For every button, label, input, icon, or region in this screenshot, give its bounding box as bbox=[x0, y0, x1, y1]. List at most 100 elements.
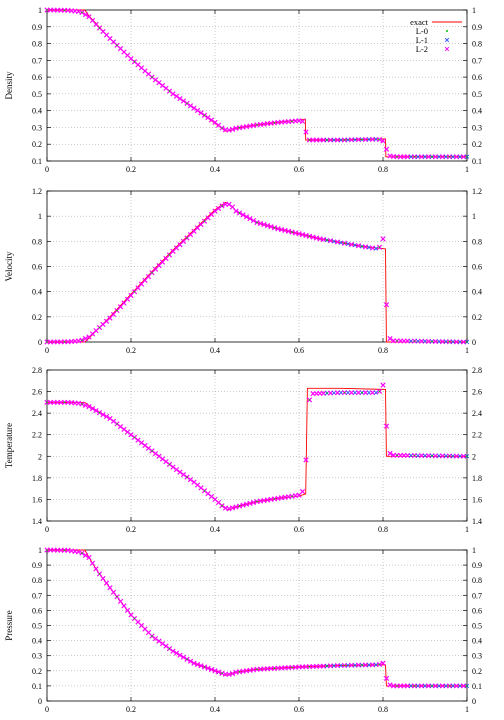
marker-l1 bbox=[352, 390, 358, 395]
marker-l0 bbox=[151, 450, 153, 452]
y-tick-label: 1 bbox=[38, 546, 42, 555]
marker-l1 bbox=[450, 453, 456, 459]
marker-l0 bbox=[291, 120, 293, 123]
marker-l2 bbox=[180, 654, 187, 660]
marker-l2 bbox=[191, 660, 197, 666]
marker-l1 bbox=[373, 246, 379, 251]
marker-l2 bbox=[327, 663, 334, 669]
marker-l0 bbox=[396, 340, 398, 342]
marker-l0 bbox=[221, 205, 223, 207]
marker-l2 bbox=[215, 205, 222, 212]
marker-l1 bbox=[436, 453, 442, 459]
marker-l0 bbox=[63, 9, 66, 12]
marker-l0 bbox=[378, 390, 381, 393]
marker-l0 bbox=[308, 399, 311, 401]
y-tick-label: 0.8 bbox=[32, 576, 42, 585]
marker-l2 bbox=[180, 471, 187, 478]
marker-l2 bbox=[383, 675, 390, 681]
y-tick-label-right: 2.8 bbox=[472, 366, 482, 375]
marker-l0 bbox=[361, 391, 363, 394]
marker-l2 bbox=[187, 477, 194, 483]
marker-l0 bbox=[396, 454, 398, 457]
y-tick-label: 1.8 bbox=[32, 474, 42, 483]
y-tick-label: 0.7 bbox=[32, 56, 42, 65]
marker-l0 bbox=[326, 665, 328, 667]
marker-l1 bbox=[443, 453, 449, 459]
y-tick-label: 0.5 bbox=[32, 622, 42, 631]
exact-solution-line bbox=[47, 9, 467, 158]
marker-l0 bbox=[186, 658, 188, 661]
y-tick-label: 0.6 bbox=[32, 263, 42, 272]
x-tick-label: 0 bbox=[45, 165, 49, 174]
marker-l0 bbox=[133, 290, 136, 293]
marker-l1 bbox=[338, 137, 344, 143]
legend-label: L-2 bbox=[416, 44, 428, 54]
marker-l0 bbox=[466, 685, 468, 687]
marker-l0 bbox=[168, 463, 171, 466]
marker-l2 bbox=[82, 402, 89, 408]
y-tick-label: 2.2 bbox=[32, 431, 42, 440]
y-tick-label-right: 0.6 bbox=[472, 73, 482, 82]
marker-l0 bbox=[203, 114, 206, 117]
marker-l0 bbox=[361, 138, 363, 141]
marker-l0 bbox=[291, 666, 293, 669]
panel-velocity: 0 0.2 0.4 0.6 0.8 1 1.2 0 0.2 0.4 0.6 0.8 1 1.2 0 0.2 0.… bbox=[4, 187, 482, 355]
x-tick-label: 0 bbox=[45, 346, 49, 355]
marker-l2 bbox=[299, 118, 306, 125]
marker-l0 bbox=[168, 254, 171, 256]
marker-l0 bbox=[326, 139, 328, 141]
y-tick-label: 1.4 bbox=[32, 517, 42, 526]
marker-l2 bbox=[173, 650, 180, 656]
panel-pressure: 00.10.20.30.40.50.60.70.80.9100.10.20.30… bbox=[4, 546, 482, 714]
marker-l2 bbox=[187, 103, 194, 109]
marker-l0 bbox=[151, 271, 153, 274]
marker-l0 bbox=[116, 309, 118, 312]
marker-l2 bbox=[156, 638, 162, 644]
marker-l2 bbox=[93, 566, 99, 572]
marker-l1 bbox=[338, 663, 344, 668]
marker-l2 bbox=[264, 222, 271, 229]
marker-l2 bbox=[380, 382, 386, 388]
x-tick-label: 0.6 bbox=[294, 525, 304, 534]
marker-l2 bbox=[110, 589, 117, 595]
y-tick-label: 0.1 bbox=[32, 682, 42, 691]
marker-l0 bbox=[203, 220, 206, 222]
marker-l0 bbox=[256, 668, 258, 671]
marker-l0 bbox=[431, 340, 433, 343]
marker-l0 bbox=[361, 664, 363, 666]
x-tick-label: 0 bbox=[45, 705, 49, 714]
x-tick-label: 0.8 bbox=[378, 525, 388, 534]
y-tick-label-right: 1 bbox=[472, 212, 476, 221]
marker-l2 bbox=[226, 201, 232, 208]
x-tick-label: 1 bbox=[465, 525, 469, 534]
x-tick-label: 0.6 bbox=[294, 705, 304, 714]
x-tick-label: 0.2 bbox=[126, 165, 136, 174]
marker-l2 bbox=[117, 598, 124, 604]
y-tick-label: 2.6 bbox=[32, 388, 42, 397]
marker-l0 bbox=[378, 663, 381, 666]
marker-l2 bbox=[82, 335, 89, 342]
x-tick-label: 1 bbox=[465, 705, 469, 714]
y-tick-label-right: 2.2 bbox=[472, 431, 482, 440]
marker-l2 bbox=[187, 658, 194, 664]
y-tick-label: 2.8 bbox=[32, 366, 42, 375]
marker-l2 bbox=[383, 146, 390, 152]
marker-l2 bbox=[240, 212, 246, 218]
y-tick-label-right: 1.4 bbox=[472, 517, 482, 526]
marker-l0 bbox=[133, 436, 136, 439]
marker-l2 bbox=[327, 238, 334, 244]
marker-l1 bbox=[415, 154, 421, 159]
marker-l0 bbox=[133, 617, 136, 620]
marker-l2 bbox=[159, 640, 166, 647]
marker-l2 bbox=[362, 244, 369, 250]
marker-l1 bbox=[457, 683, 463, 689]
marker-l2 bbox=[303, 457, 309, 463]
marker-l0 bbox=[361, 245, 363, 248]
y-tick-label: 0 bbox=[38, 697, 42, 706]
marker-l2 bbox=[247, 216, 253, 222]
y-tick-label-right: 0.6 bbox=[472, 263, 482, 272]
marker-l2 bbox=[107, 585, 113, 591]
marker-l0 bbox=[326, 392, 328, 394]
marker-l2 bbox=[82, 11, 89, 18]
